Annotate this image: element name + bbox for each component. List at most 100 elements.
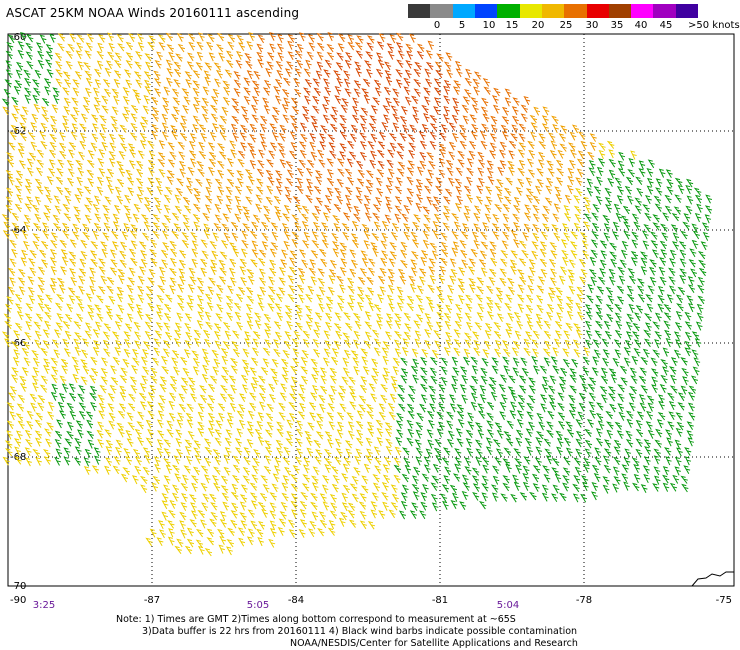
wind-barb	[651, 384, 658, 394]
wind-barb	[24, 429, 32, 439]
wind-barb	[37, 402, 45, 412]
wind-barb	[577, 150, 585, 160]
wind-barb	[31, 113, 39, 123]
wind-barb	[171, 492, 179, 502]
wind-barb	[653, 195, 662, 204]
wind-barb	[221, 106, 229, 116]
wind-barb	[662, 466, 670, 476]
wind-barb	[133, 71, 142, 80]
wind-barb	[659, 257, 667, 266]
wind-barb	[266, 403, 274, 413]
wind-barb	[313, 87, 321, 97]
wind-barb	[557, 149, 565, 159]
wind-barb	[517, 149, 525, 158]
wind-barb	[324, 431, 333, 440]
wind-barb	[682, 221, 690, 231]
wind-barb	[23, 214, 31, 224]
wind-barb	[549, 401, 557, 411]
wind-barb	[44, 320, 51, 330]
wind-barb	[192, 103, 200, 113]
wind-barb	[179, 132, 188, 142]
wind-barb	[257, 159, 265, 169]
wind-barb	[437, 294, 445, 304]
wind-barb	[410, 231, 418, 241]
wind-barb	[399, 115, 407, 125]
wind-barb	[401, 124, 409, 134]
wind-barb	[163, 439, 171, 448]
wind-barb	[640, 385, 648, 394]
wind-barb	[106, 168, 114, 178]
wind-barb	[337, 33, 346, 43]
wind-barb	[336, 275, 344, 285]
wind-barb	[595, 428, 603, 438]
wind-barb	[422, 87, 431, 96]
wind-barb	[668, 285, 676, 295]
longitude-label: -87	[144, 595, 160, 606]
wind-barb	[125, 213, 132, 223]
wind-barb	[429, 140, 437, 150]
wind-barb	[106, 311, 114, 320]
wind-barb	[396, 286, 404, 296]
wind-barb	[338, 385, 347, 394]
wind-barb	[507, 312, 515, 322]
wind-barb	[1, 98, 10, 107]
wind-barb	[526, 446, 533, 456]
wind-barb	[136, 168, 144, 178]
wind-barb	[481, 457, 490, 466]
wind-barb	[257, 501, 266, 511]
wind-barb	[245, 312, 253, 322]
wind-barb	[269, 123, 277, 132]
wind-barb	[508, 166, 515, 176]
wind-barb	[213, 456, 221, 466]
wind-barb	[684, 447, 692, 456]
wind-barb	[640, 266, 648, 276]
wind-barb	[542, 205, 550, 214]
wind-barb	[358, 501, 367, 510]
wind-barb	[278, 132, 286, 142]
wind-barb	[459, 240, 467, 249]
wind-barb	[86, 304, 95, 314]
wind-barb	[298, 249, 306, 258]
wind-barb	[431, 475, 439, 484]
wind-barb	[197, 427, 205, 437]
wind-barb	[335, 448, 343, 457]
wind-barb	[246, 41, 254, 51]
wind-barb	[635, 448, 643, 458]
wind-barb	[397, 384, 406, 393]
wind-barb	[206, 41, 214, 51]
wind-barb	[603, 464, 611, 474]
wind-barb	[299, 122, 307, 132]
wind-barb	[117, 134, 126, 143]
wind-barb	[369, 115, 377, 124]
wind-barb	[230, 491, 239, 501]
wind-barb	[22, 341, 30, 350]
wind-barb	[14, 185, 22, 194]
wind-barb	[572, 483, 580, 493]
wind-barb	[333, 456, 342, 466]
wind-barb	[62, 122, 69, 132]
wind-barb	[585, 311, 593, 321]
wind-barb	[382, 355, 389, 365]
wind-barb	[523, 338, 531, 348]
wind-barb	[385, 97, 392, 107]
wind-barb	[193, 194, 201, 203]
wind-barb	[154, 60, 162, 69]
wind-barb	[664, 329, 672, 339]
wind-barb	[68, 258, 77, 267]
wind-barb	[484, 322, 493, 332]
wind-barb	[406, 188, 414, 197]
wind-barb	[556, 446, 563, 456]
wind-barb	[214, 203, 222, 213]
wind-barb	[105, 60, 113, 70]
wind-barb	[90, 250, 98, 259]
wind-barb	[592, 356, 599, 366]
wind-barb	[54, 430, 63, 439]
wind-barb	[549, 277, 557, 287]
wind-barb	[528, 266, 536, 276]
wind-barb	[151, 482, 159, 492]
wind-barb	[293, 330, 301, 340]
wind-barb	[206, 302, 214, 312]
wind-barb	[591, 482, 599, 492]
wind-barb	[197, 403, 205, 412]
